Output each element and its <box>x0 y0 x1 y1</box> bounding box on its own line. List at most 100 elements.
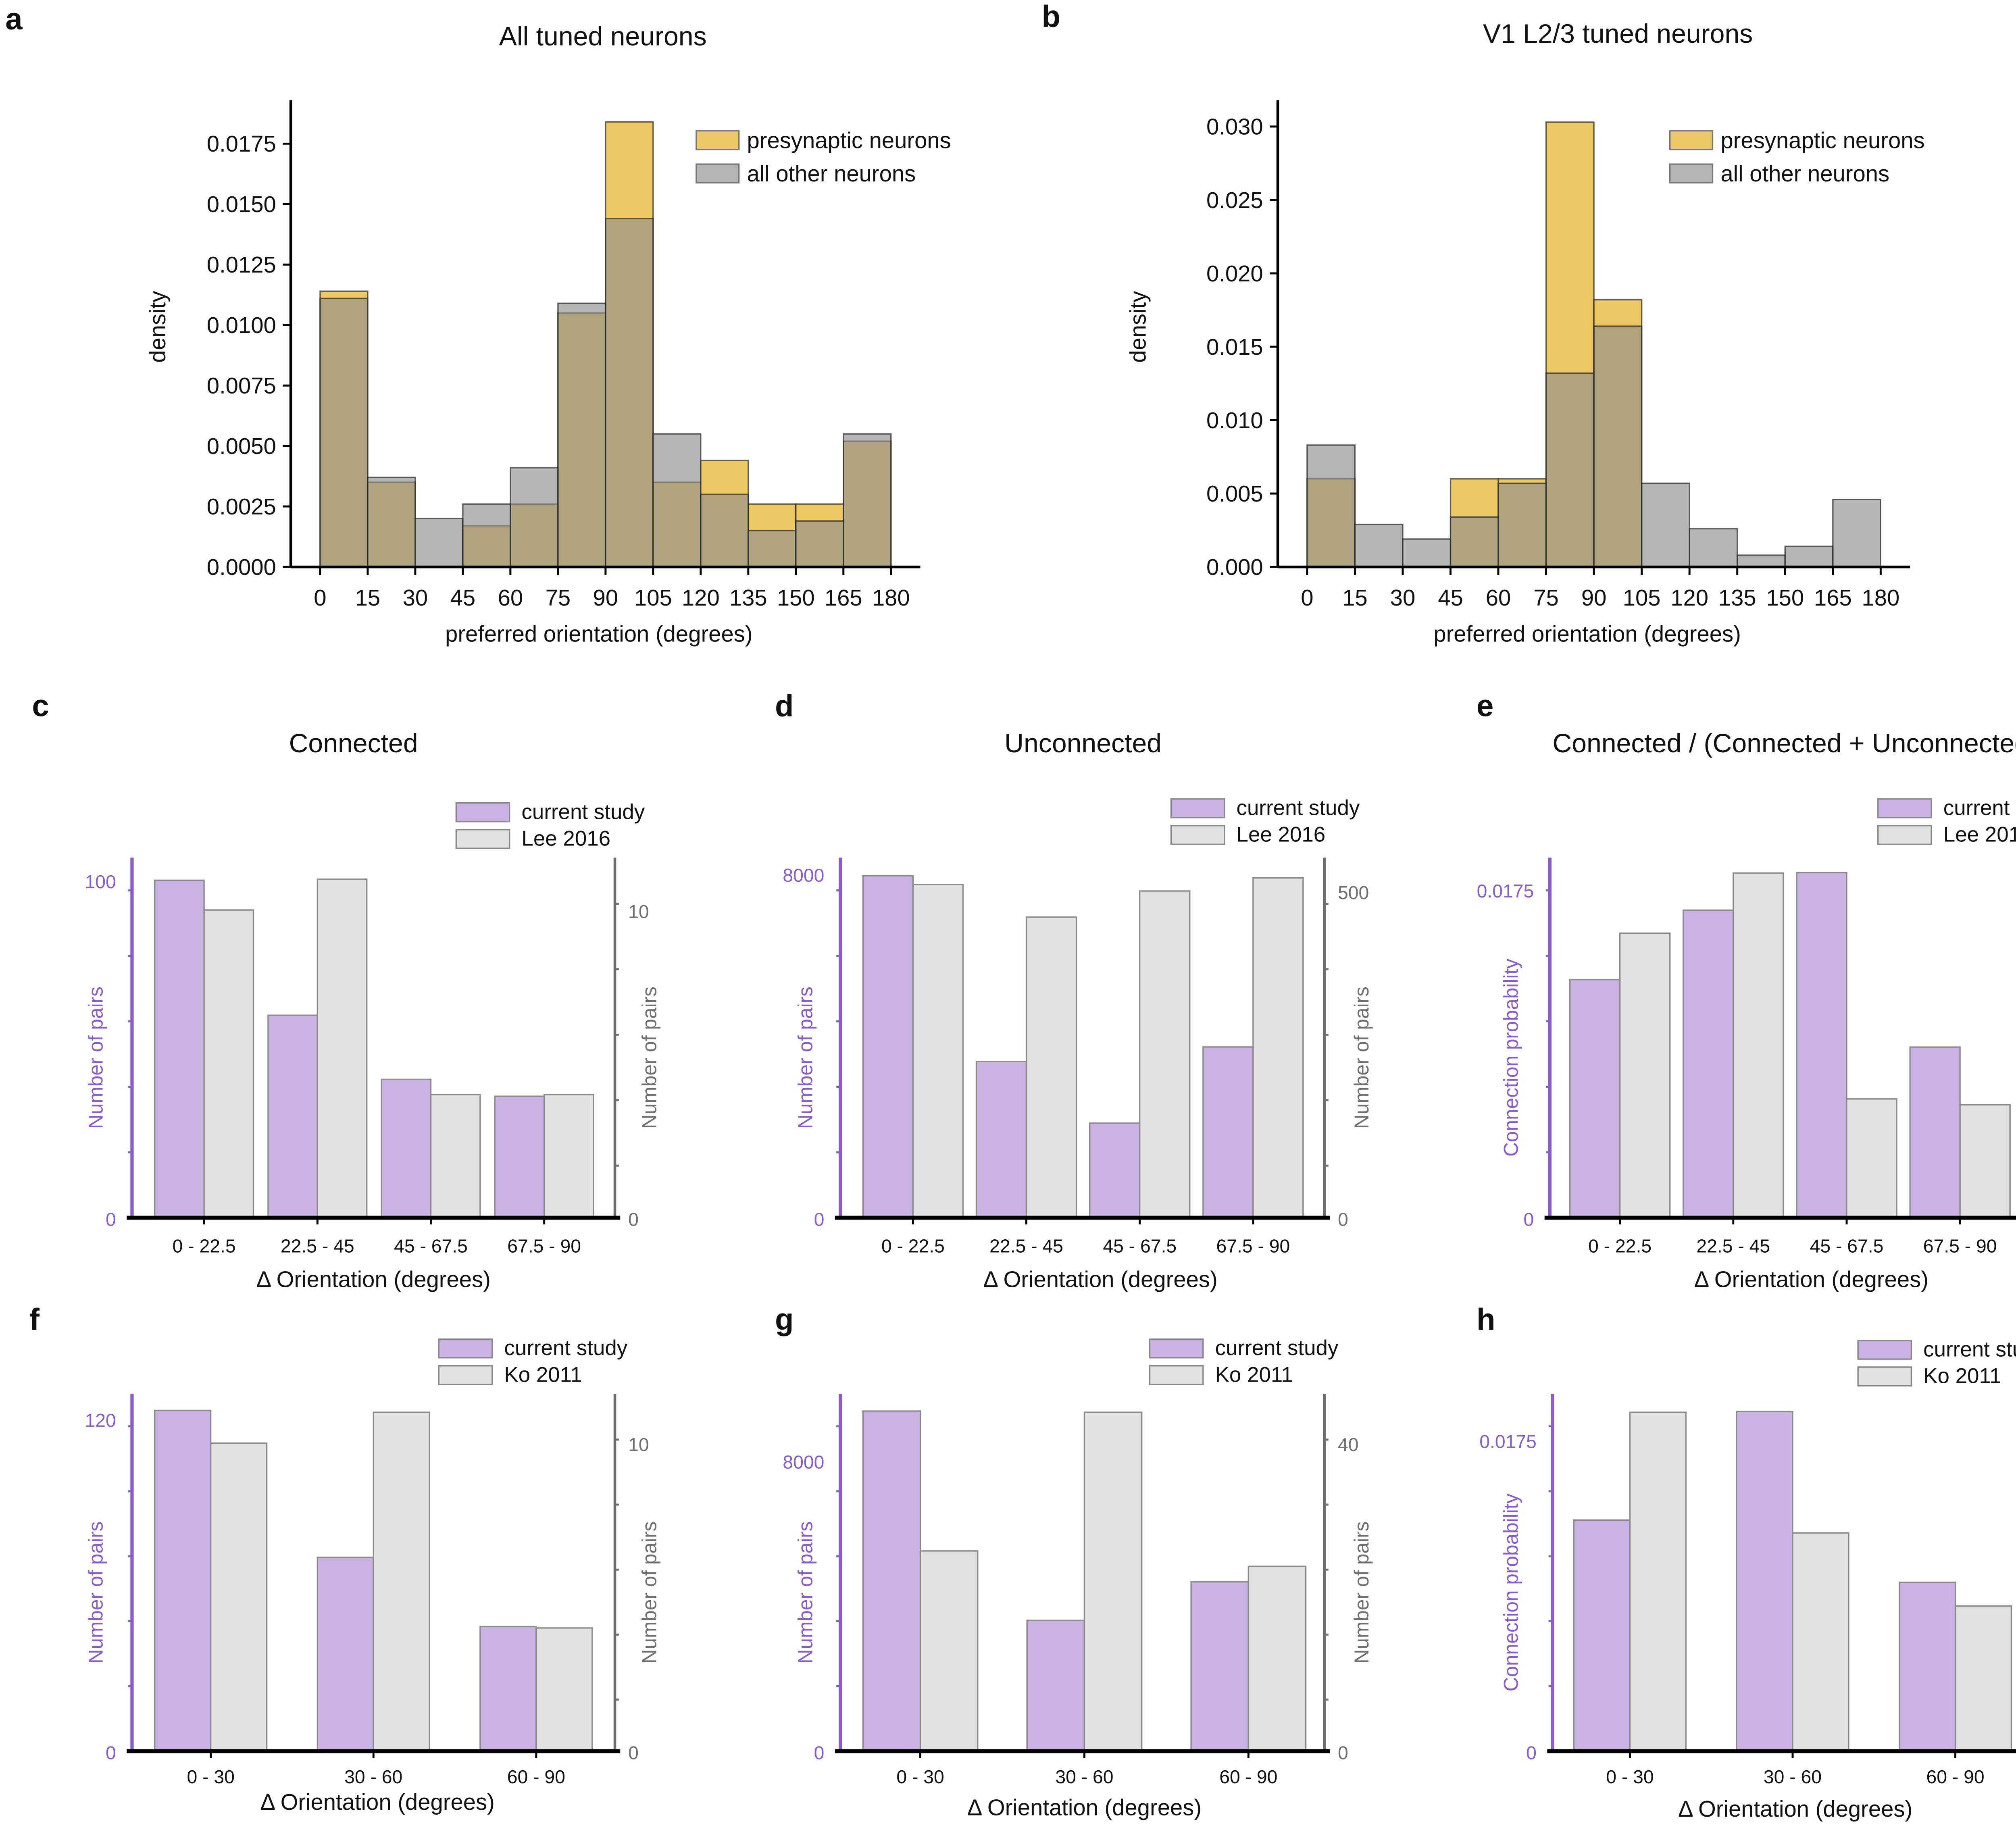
panel-letter: f <box>29 1302 40 1336</box>
x-tick-label: 15 <box>355 585 381 610</box>
x-tick-label: 75 <box>1533 585 1559 610</box>
panel-d: d Unconnected 0 - 22.5 22.5 - 45 45 - 67.5 67… <box>775 689 1373 1292</box>
other-bar <box>1306 444 1356 568</box>
right-y-tick-label: 500 <box>1338 882 1369 903</box>
right-y-tick-label: 0 <box>628 1742 639 1763</box>
reference-bar <box>1139 890 1191 1219</box>
y-tick-label: 0.0075 <box>207 373 276 398</box>
legend-label: current study <box>521 800 645 824</box>
x-tick-label: 120 <box>1670 585 1708 610</box>
left-y-axis-label: Connection probability <box>1500 1493 1522 1691</box>
x-tick-label: 0 <box>1301 585 1313 610</box>
reference-bar <box>919 1550 979 1752</box>
legend-swatch <box>438 1365 493 1385</box>
other-bar <box>605 218 654 568</box>
panel-b: b V1 L2/3 tuned neurons 0.000 0.005 0.010 0.0… <box>1042 0 1925 646</box>
x-tick-label: 30 <box>403 585 428 610</box>
x-tick-label: 67.5 - 90 <box>1216 1235 1290 1256</box>
reference-bar <box>430 1094 481 1219</box>
y-axis-label: density <box>145 291 170 363</box>
y-tick-label: 0.0175 <box>207 131 276 156</box>
legend-label: Ko 2011 <box>1215 1363 1293 1386</box>
y-tick-label: 0.020 <box>1206 261 1263 286</box>
right-y-tick-label: 40 <box>1338 1434 1359 1455</box>
x-axis-label: preferred orientation (degrees) <box>445 621 753 646</box>
reference-bar <box>317 878 368 1219</box>
current-study-bar <box>1909 1046 1961 1219</box>
other-bar <box>1354 523 1404 568</box>
legend-swatch <box>1877 825 1932 845</box>
current-study-bar <box>862 875 914 1219</box>
left-y-axis-label: Number of pairs <box>85 1522 107 1664</box>
legend-label: Ko 2011 <box>504 1363 582 1386</box>
left-y-tick-label: 0 <box>814 1742 825 1763</box>
current-study-bar <box>1898 1582 1956 1752</box>
y-tick-label: 0.005 <box>1206 481 1263 506</box>
legend-swatch <box>1149 1338 1204 1359</box>
current-study-bar <box>975 1061 1027 1219</box>
y-tick-label: 0.0000 <box>207 554 276 580</box>
panel-f: f 0 - 30 30 - 60 60 - 90 0 120 0 10 Number of pa… <box>29 1302 661 1815</box>
reference-bar <box>544 1094 594 1219</box>
x-tick-label: 45 - 67.5 <box>1810 1235 1884 1256</box>
other-bar <box>1497 482 1547 568</box>
left-y-tick-label: 0.0175 <box>1479 1431 1537 1452</box>
other-bar <box>1737 554 1786 568</box>
x-tick-label: 22.5 - 45 <box>1696 1235 1770 1256</box>
right-y-tick-label: 0 <box>628 1209 639 1230</box>
current-study-bar <box>1569 979 1621 1219</box>
x-tick-label: 0 - 30 <box>187 1766 234 1787</box>
left-y-tick-label: 100 <box>85 871 116 892</box>
y-axis-label: density <box>1125 291 1151 363</box>
x-tick-label: 45 <box>1438 585 1463 610</box>
current-study-bar <box>494 1095 545 1219</box>
panel-letter: e <box>1477 689 1493 723</box>
current-study-bar <box>317 1556 374 1752</box>
x-tick-label: 180 <box>1862 585 1899 610</box>
chart-title: All tuned neurons <box>499 22 707 52</box>
x-tick-label: 165 <box>1814 585 1852 610</box>
chart-title: V1 L2/3 tuned neurons <box>1483 19 1753 49</box>
other-bar <box>462 503 511 568</box>
current-study-bar <box>1026 1620 1085 1752</box>
panel-g: g 0 - 30 30 - 60 60 - 90 0 8000 0 40 Number of p… <box>775 1302 1373 1820</box>
x-tick-label: 60 <box>1486 585 1511 610</box>
legend-label: presynaptic neurons <box>747 127 951 153</box>
legend-swatch <box>1170 825 1225 845</box>
left-y-tick-label: 120 <box>85 1410 116 1431</box>
other-bar <box>748 530 797 568</box>
current-study-bar <box>154 879 205 1219</box>
x-axis-label: Δ Orientation (degrees) <box>256 1266 491 1292</box>
current-study-bar <box>381 1078 432 1219</box>
legend-label: Lee 2016 <box>1943 823 2016 847</box>
panel-e: e Connected / (Connected + Unconnected) 0 … <box>1477 689 2016 1292</box>
legend-label: current study <box>1215 1336 1339 1360</box>
other-bar <box>1593 325 1643 568</box>
left-y-tick-label: 0.0175 <box>1477 881 1534 901</box>
right-y-axis-label: Number of pairs <box>638 987 661 1129</box>
panel-letter: g <box>775 1302 793 1336</box>
legend-swatch <box>696 163 740 184</box>
x-tick-label: 120 <box>682 585 720 610</box>
x-tick-label: 150 <box>1766 585 1804 610</box>
x-tick-label: 180 <box>872 585 910 610</box>
left-y-tick-label: 0 <box>1526 1742 1537 1763</box>
x-tick-label: 105 <box>634 585 672 610</box>
chart-title: Connected <box>289 729 418 758</box>
x-axis-label: Δ Orientation (degrees) <box>1678 1796 1912 1822</box>
panel-letter: c <box>32 689 49 723</box>
left-y-axis-label: Number of pairs <box>794 1522 817 1664</box>
reference-bar <box>1846 1098 1897 1219</box>
x-tick-label: 45 - 67.5 <box>1103 1235 1177 1256</box>
other-bar <box>652 433 702 568</box>
legend-swatch <box>438 1338 493 1359</box>
right-y-tick-label: 10 <box>628 1434 649 1455</box>
x-tick-label: 60 - 90 <box>1926 1766 1985 1787</box>
left-y-axis-label: Number of pairs <box>794 987 817 1129</box>
other-bar <box>319 298 369 568</box>
x-axis-label: Δ Orientation (degrees) <box>983 1266 1217 1292</box>
panel-letter: d <box>775 689 793 723</box>
legend-label: Ko 2011 <box>1923 1364 2001 1388</box>
x-tick-label: 67.5 - 90 <box>507 1235 581 1256</box>
